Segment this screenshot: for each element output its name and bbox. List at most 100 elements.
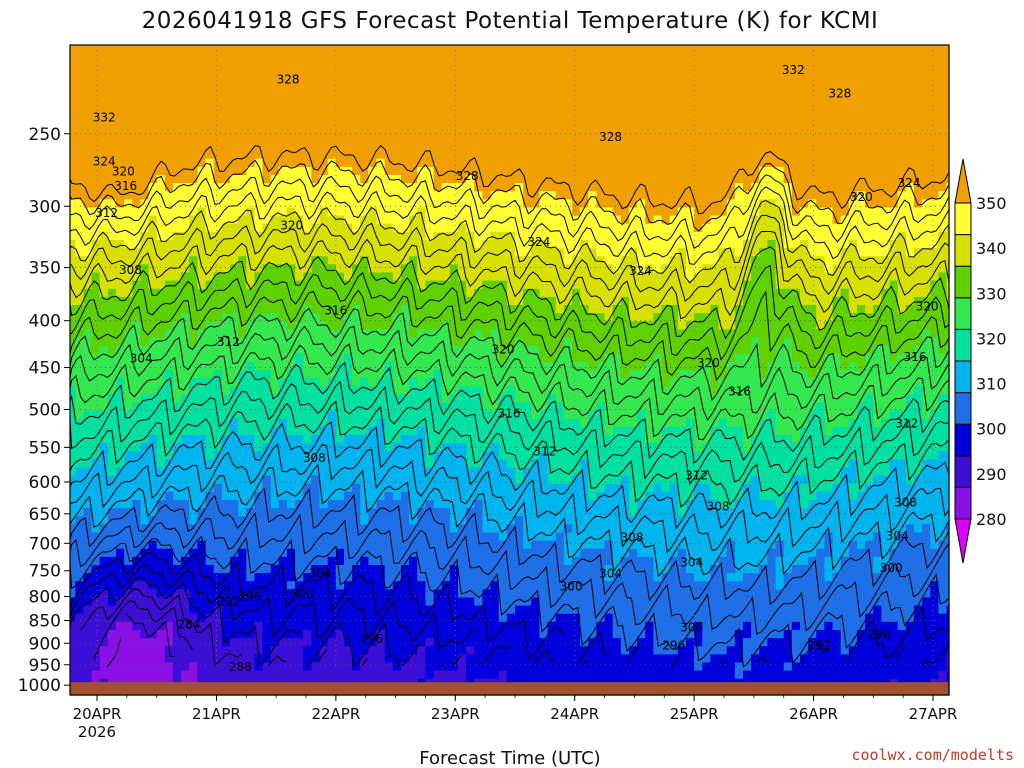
theta-cell [124, 435, 133, 444]
theta-cell [254, 646, 264, 655]
theta-cell [246, 532, 256, 542]
theta-cell [99, 305, 109, 314]
theta-cell [425, 248, 435, 257]
theta-cell [124, 45, 133, 54]
theta-cell [116, 199, 125, 209]
theta-cell [295, 272, 304, 282]
theta-cell [173, 85, 182, 95]
theta-cell [547, 296, 557, 306]
theta-cell [107, 240, 117, 249]
theta-cell [246, 240, 256, 249]
theta-cell [441, 61, 451, 70]
theta-cell [70, 605, 76, 615]
theta-cell [531, 110, 541, 119]
theta-cell [458, 77, 467, 87]
theta-cell [173, 402, 182, 412]
theta-cell [116, 183, 125, 192]
theta-cell [401, 459, 410, 469]
theta-cell [539, 166, 549, 176]
theta-cell [156, 378, 166, 387]
theta-cell [368, 548, 378, 558]
theta-cell [156, 573, 166, 582]
theta-cell [466, 175, 475, 184]
theta-cell [327, 85, 337, 95]
theta-cell [107, 118, 117, 127]
theta-cell [376, 337, 386, 347]
theta-cell [140, 662, 150, 672]
theta-cell [148, 483, 158, 493]
theta-cell [344, 231, 353, 241]
theta-cell [91, 516, 101, 525]
theta-cell [83, 378, 93, 387]
theta-cell [466, 288, 475, 298]
theta-cell [360, 199, 370, 209]
theta-cell [523, 69, 532, 79]
theta-cell [490, 93, 500, 103]
theta-cell [417, 175, 427, 184]
theta-cell [164, 240, 174, 249]
theta-cell [425, 264, 435, 274]
theta-cell [124, 459, 133, 469]
theta-cell [221, 361, 231, 371]
theta-cell [327, 670, 337, 680]
theta-cell [181, 508, 190, 517]
theta-cell [474, 345, 484, 355]
theta-cell [164, 613, 174, 623]
theta-cell [246, 670, 256, 680]
theta-cell [238, 443, 247, 452]
theta-cell [116, 215, 125, 225]
theta-cell [433, 605, 443, 615]
theta-cell [335, 199, 345, 209]
theta-cell [515, 516, 524, 525]
theta-cell [417, 451, 427, 460]
theta-cell [515, 288, 524, 298]
theta-cell [319, 646, 329, 655]
theta-cell [449, 175, 459, 184]
theta-cell [401, 467, 410, 477]
theta-cell [352, 556, 361, 566]
theta-cell [555, 426, 565, 436]
theta-cell [417, 69, 427, 79]
theta-cell [140, 467, 150, 477]
theta-cell [401, 337, 410, 347]
theta-cell [262, 459, 272, 469]
plot-area [70, 45, 950, 696]
theta-cell [107, 53, 117, 62]
theta-cell [384, 565, 394, 574]
theta-cell [132, 508, 142, 517]
theta-cell [433, 240, 443, 249]
theta-cell [116, 110, 125, 119]
theta-cell [173, 565, 182, 574]
theta-cell [352, 581, 361, 590]
theta-cell [132, 410, 142, 420]
theta-cell [270, 199, 280, 209]
theta-cell [555, 654, 565, 664]
theta-cell [344, 662, 353, 672]
theta-cell [572, 345, 581, 355]
theta-cell [116, 548, 125, 558]
theta-cell [376, 296, 386, 306]
theta-cell [173, 556, 182, 566]
theta-cell [368, 264, 378, 274]
theta-cell [547, 337, 557, 347]
theta-cell [506, 540, 516, 550]
theta-cell [230, 646, 239, 655]
theta-cell [344, 508, 353, 517]
theta-cell [433, 305, 443, 314]
theta-cell [425, 45, 435, 54]
theta-cell [303, 158, 313, 168]
theta-cell [466, 483, 475, 493]
theta-cell [246, 500, 256, 509]
theta-cell [221, 459, 231, 469]
theta-cell [140, 158, 150, 168]
theta-cell [189, 589, 199, 599]
theta-cell [474, 321, 484, 330]
theta-cell [425, 613, 435, 623]
theta-cell [99, 524, 109, 534]
theta-cell [295, 565, 304, 574]
theta-cell [458, 548, 467, 558]
theta-cell [458, 402, 467, 412]
theta-cell [506, 191, 516, 200]
theta-cell [148, 118, 158, 127]
theta-cell [246, 272, 256, 282]
